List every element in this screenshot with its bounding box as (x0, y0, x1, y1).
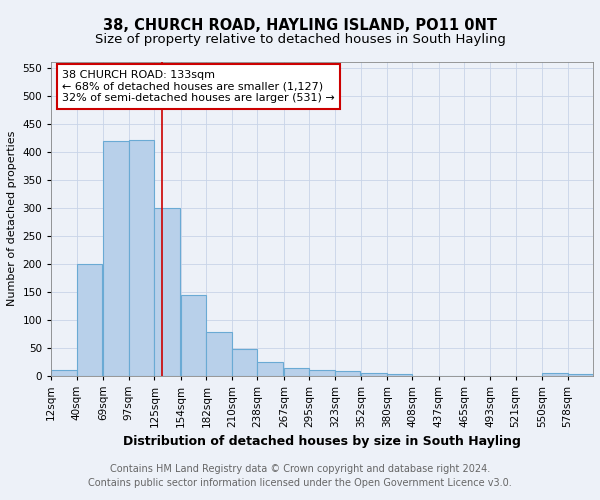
Bar (181, 296, 206, 376)
Bar (154, 208, 180, 376)
Bar (232, 348, 257, 376)
Bar (206, 332, 232, 376)
Bar (568, 374, 593, 376)
Bar (284, 368, 310, 376)
Bar (129, 140, 154, 376)
Bar (310, 370, 335, 376)
Bar (387, 374, 412, 376)
Bar (542, 373, 568, 376)
Text: Contains HM Land Registry data © Crown copyright and database right 2024.
Contai: Contains HM Land Registry data © Crown c… (88, 464, 512, 487)
X-axis label: Distribution of detached houses by size in South Hayling: Distribution of detached houses by size … (123, 435, 521, 448)
Bar (257, 362, 283, 376)
Bar (335, 371, 361, 376)
Bar (77, 264, 103, 376)
Text: Size of property relative to detached houses in South Hayling: Size of property relative to detached ho… (95, 32, 505, 46)
Bar (103, 142, 129, 376)
Text: 38, CHURCH ROAD, HAYLING ISLAND, PO11 0NT: 38, CHURCH ROAD, HAYLING ISLAND, PO11 0N… (103, 18, 497, 32)
Text: 38 CHURCH ROAD: 133sqm
← 68% of detached houses are smaller (1,127)
32% of semi-: 38 CHURCH ROAD: 133sqm ← 68% of detached… (62, 70, 335, 103)
Y-axis label: Number of detached properties: Number of detached properties (7, 131, 17, 306)
Bar (51, 370, 77, 376)
Bar (361, 374, 387, 376)
